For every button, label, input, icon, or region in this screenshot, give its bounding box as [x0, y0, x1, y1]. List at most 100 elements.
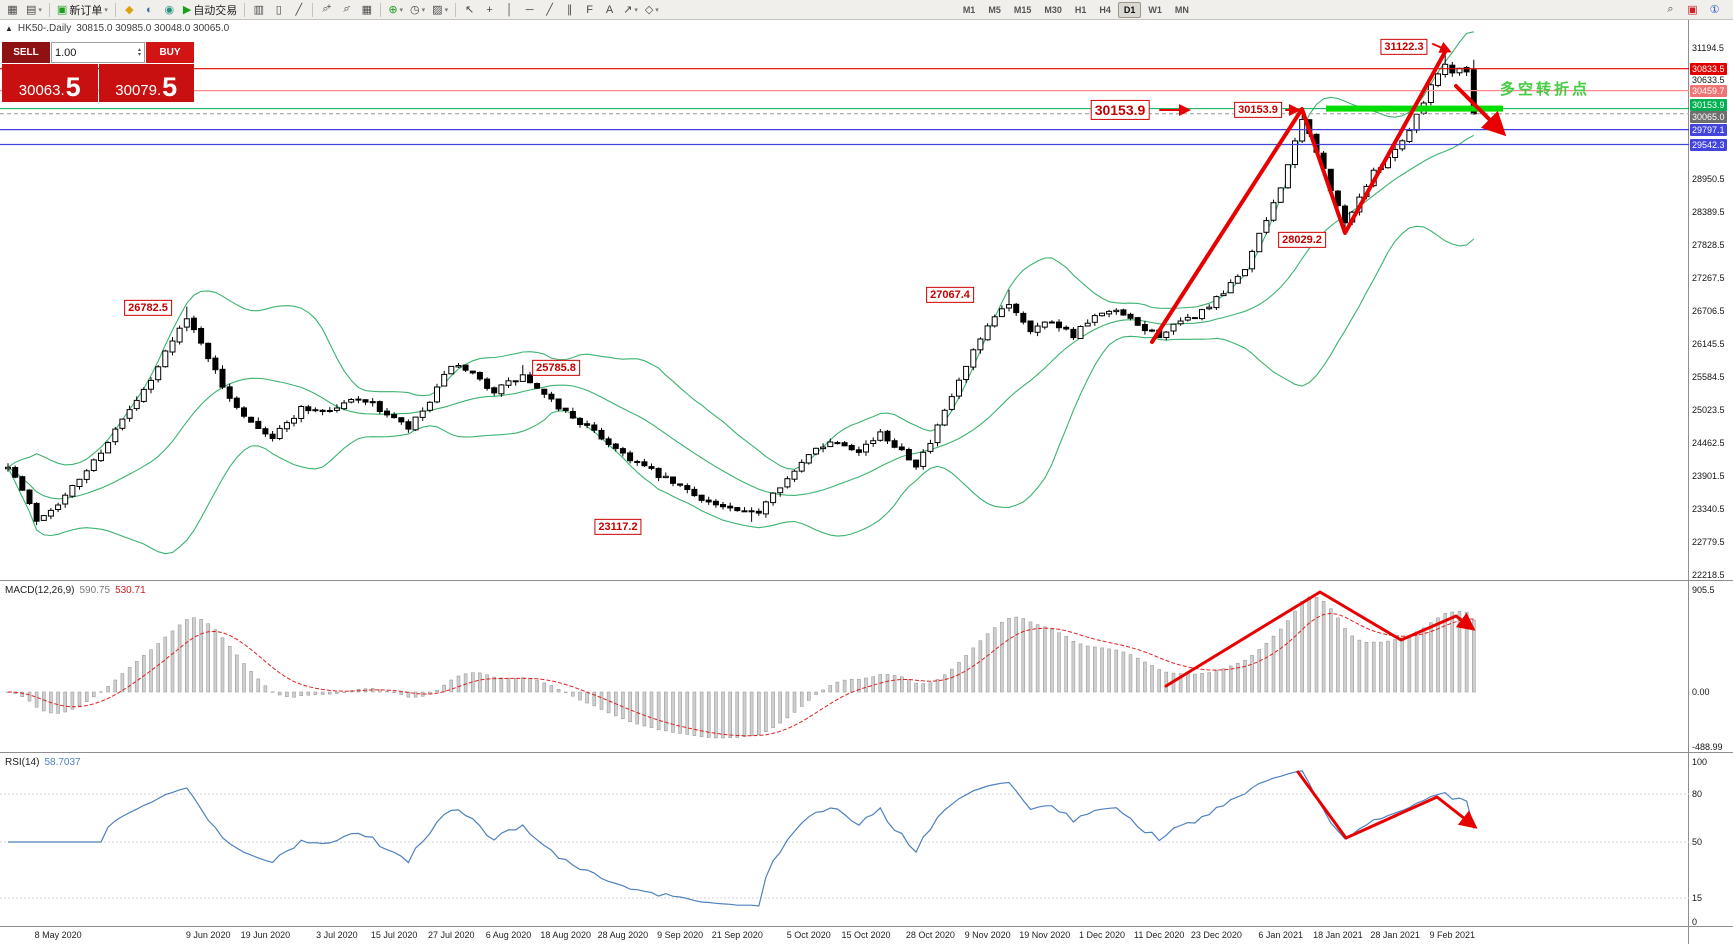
toolbar-separator — [312, 2, 314, 17]
lot-size-field[interactable]: 1.00 ▴ ▾ — [51, 42, 145, 63]
toolbar-trendline-button[interactable]: ╱ — [540, 1, 559, 18]
timeframe-h1-button[interactable]: H1 — [1069, 2, 1093, 18]
toolbar-separator — [380, 2, 382, 17]
crosshair-icon: + — [486, 3, 493, 16]
zoom-in-badge: + — [326, 1, 332, 11]
toolbar-zoom-in-button[interactable]: ⌕ + — [317, 1, 336, 18]
spin-down-icon[interactable]: ▾ — [137, 51, 141, 58]
vertical-line-icon: │ — [506, 3, 514, 16]
macd-trend[interactable] — [1164, 590, 1476, 688]
timeframe-m15-button[interactable]: M15 — [1008, 2, 1038, 18]
toolbar-search-button[interactable]: ⌕ — [1661, 1, 1680, 18]
toolbar-new-chart-button[interactable]: ▦ — [3, 1, 22, 18]
timeframe-m5-button[interactable]: M5 — [982, 2, 1007, 18]
toolbar-strategy-tester-button[interactable]: ◉ — [160, 1, 179, 18]
symbol-marker-icon: ▲ — [5, 24, 13, 33]
rsi-level-lines — [0, 793, 1689, 899]
toolbar-text-tool-button[interactable]: A — [600, 1, 619, 18]
cursor-icon: ↖ — [464, 4, 475, 16]
level-lines — [0, 68, 1689, 146]
toolbar-arrows-tool-button[interactable]: ↗ ▾ — [620, 1, 641, 18]
toolbar-bar-chart-button[interactable]: ▥ — [249, 1, 268, 18]
caret-down-icon: ▾ — [634, 6, 638, 14]
timeframe-m30-button[interactable]: M30 — [1038, 2, 1068, 18]
toolbar-equidistant-channel-button[interactable]: ∥ — [560, 1, 579, 18]
toolbar-separator — [244, 2, 246, 17]
new-order-icon: ▣ — [56, 4, 68, 16]
toolbar-crosshair-button[interactable]: + — [480, 1, 499, 18]
bar-chart-icon: ▥ — [253, 4, 265, 16]
toolbar-horizontal-line-button[interactable]: ─ — [520, 1, 539, 18]
toolbar-indicators-button[interactable]: ⊕ ▾ — [385, 1, 406, 18]
caret-down-icon: ▾ — [38, 6, 42, 14]
toolbar-new-alert-button[interactable]: ▣ — [1683, 1, 1702, 18]
macd-main-value: 590.75 — [79, 585, 111, 596]
buy-price-pips: 5 — [162, 72, 178, 102]
spin-up-icon[interactable]: ▴ — [137, 46, 141, 53]
toolbar-profiles-button[interactable]: ▤ ▾ — [23, 1, 45, 18]
timeframe-m1-button[interactable]: M1 — [957, 2, 982, 18]
turning-point-note: 多空转折点 — [1500, 81, 1591, 98]
buy-price-button[interactable]: 30079. 5 — [98, 64, 194, 102]
auto-trading-label: 自动交易 — [193, 4, 238, 17]
toolbar-periods-button[interactable]: ◷ ▾ — [407, 1, 428, 18]
rsi-title: RSI(14) — [5, 757, 40, 768]
caret-down-icon: ▾ — [444, 6, 449, 14]
lot-spinner[interactable]: ▴ ▾ — [137, 46, 141, 58]
sell-price-button[interactable]: 30063. 5 — [2, 64, 98, 102]
symbol-name: HK50-.Daily — [17, 23, 72, 34]
shapes-tool-icon: ◇ — [644, 4, 654, 16]
sell-price-pips: 5 — [65, 72, 81, 102]
toolbar-separator — [455, 2, 457, 17]
sell-price: 30063. — [18, 82, 65, 99]
toolbar-cursor-button[interactable]: ↖ — [460, 1, 479, 18]
caret-down-icon: ▾ — [104, 6, 108, 14]
trendline-icon: ╱ — [546, 4, 553, 16]
candles — [5, 51, 1477, 526]
macd-signal-line — [7, 612, 1474, 737]
rsi-trend[interactable] — [1296, 770, 1478, 840]
toolbar-candlestick-chart-button[interactable]: ▯ — [269, 1, 288, 18]
toolbar-data-window-button[interactable]: ① — [1705, 1, 1724, 18]
toolbar-zoom-out-button[interactable]: ⌕ - — [337, 1, 356, 18]
sell-button[interactable]: SELL — [2, 42, 50, 63]
zoom-in-icon: ⌕ — [322, 3, 329, 15]
search-icon: ⌕ — [1667, 3, 1674, 15]
equidistant-channel-icon: ∥ — [566, 4, 573, 16]
toolbar-shapes-tool-button[interactable]: ◇ ▾ — [642, 1, 662, 18]
arrows-tool-icon: ↗ — [623, 4, 633, 16]
macd-indicator-label: MACD(12,26,9) 590.75 530.71 — [5, 585, 146, 596]
trend-arrows — [1150, 41, 1507, 840]
toolbar-vertical-line-button[interactable]: │ — [500, 1, 519, 18]
timeframe-mn-button[interactable]: MN — [1169, 2, 1195, 18]
metaeditor-icon: ◆ — [125, 4, 134, 16]
peak-pointer-arrow[interactable] — [1432, 41, 1452, 53]
toolbar-auto-trading-button[interactable]: ▶ 自动交易 — [180, 1, 240, 18]
profiles-icon: ▤ — [26, 4, 37, 16]
one-click-trading-panel: SELL 1.00 ▴ ▾ BUY 30063. 5 30079. 5 — [2, 42, 194, 102]
toolbar-market-watch-button[interactable]: ◐ — [140, 1, 159, 18]
toolbar-line-chart-button[interactable]: ╱ — [289, 1, 308, 18]
fibonacci-retracement-icon: F — [586, 3, 593, 16]
toolbar-metaeditor-button[interactable]: ◆ — [120, 1, 139, 18]
price-rally-zigzag[interactable] — [1150, 50, 1447, 344]
buy-button[interactable]: BUY — [146, 42, 194, 63]
zoom-out-badge: - — [347, 1, 351, 11]
panel-separators — [0, 20, 1733, 944]
zoom-out-icon: ⌕ — [343, 3, 350, 15]
toolbar-tile-windows-button[interactable]: ▦ — [357, 1, 376, 18]
macd-signal-value: 530.71 — [115, 585, 146, 596]
rsi-indicator-label: RSI(14) 58.7037 — [5, 757, 81, 768]
timeframe-d1-button[interactable]: D1 — [1117, 1, 1142, 18]
periods-icon: ◷ — [410, 4, 420, 16]
toolbar-templates-button[interactable]: ▨ ▾ — [429, 1, 451, 18]
timeframe-w1-button[interactable]: W1 — [1142, 2, 1168, 18]
ohlc-values: 30815.0 30985.0 30048.0 30065.0 — [76, 23, 230, 34]
price-projection-arrow[interactable] — [1454, 84, 1507, 137]
toolbar-new-order-button[interactable]: ▣ 新订单 ▾ — [54, 1, 111, 18]
toolbar-fibonacci-retracement-button[interactable]: F — [580, 1, 599, 18]
timeframe-h4-button[interactable]: H4 — [1093, 2, 1117, 18]
auto-trading-icon: ▶ — [182, 4, 192, 16]
